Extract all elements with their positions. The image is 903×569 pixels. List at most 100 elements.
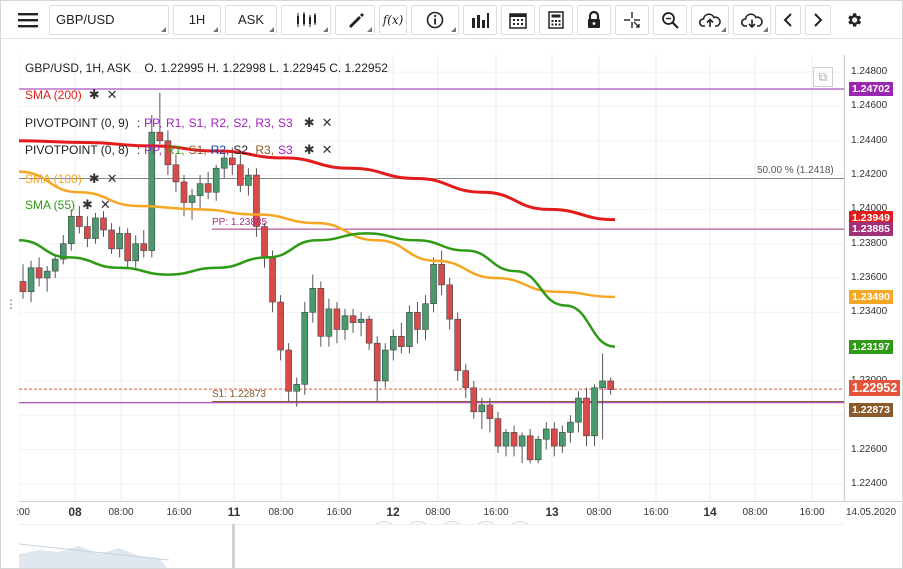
time-axis[interactable]: :00 08 08:00 16:00 11 08:00 16:00 12 08:00 16:00 1… xyxy=(16,501,902,523)
candle-up xyxy=(325,308,333,337)
candle-down xyxy=(373,342,381,382)
price-tick-label: 1.22400 xyxy=(851,477,888,489)
pivot8-item: R1, xyxy=(165,143,185,157)
dropdown-corner-icon xyxy=(161,26,166,32)
legend-pivot-8[interactable]: PIVOTPOINT (0, 8) : PP, R1, S1, R2, S2, R3, S3 … xyxy=(25,142,333,158)
candle-up xyxy=(301,312,309,385)
time-tick-label: 16:00 xyxy=(483,507,509,518)
gear-icon[interactable]: ✱ xyxy=(303,115,315,130)
pivot8-item: : xyxy=(136,143,141,157)
hamburger-icon[interactable] xyxy=(11,4,45,35)
candle-down xyxy=(76,215,83,227)
cloud-upload-button[interactable] xyxy=(691,4,729,35)
scroll-right-button[interactable] xyxy=(805,4,831,35)
expand-chart-button[interactable]: ⧉ xyxy=(813,67,833,87)
crosshair-icon xyxy=(624,11,640,28)
cloud-download-button[interactable] xyxy=(733,4,771,35)
lock-button[interactable] xyxy=(577,4,611,35)
toolbar: GBP/USD 1H ASK f(x) xyxy=(1,1,902,39)
day-tick-label: 08 xyxy=(68,505,82,519)
close-icon[interactable]: ✕ xyxy=(99,197,111,212)
legend-sma-100[interactable]: SMA (100) ✱ ✕ xyxy=(25,171,118,187)
settings-button[interactable] xyxy=(837,4,871,35)
price-badge: 1.24702 xyxy=(849,81,893,96)
gear-icon[interactable]: ✱ xyxy=(88,171,100,186)
pivot8-item: R3, xyxy=(255,143,275,157)
candle-down xyxy=(550,428,558,447)
candle-up xyxy=(51,258,59,272)
pivot-series-list: : PP, R1, S1, R2, S2, R3, S3 xyxy=(137,143,297,157)
gear-icon[interactable]: ✱ xyxy=(303,142,315,157)
legend-pivot-9[interactable]: PIVOTPOINT (0, 9) : PP, R1, S1, R2, S2, R3, S3 … xyxy=(25,115,333,131)
chart-canvas[interactable] xyxy=(19,55,844,501)
close-icon[interactable]: ✕ xyxy=(321,115,333,130)
timeframe-selector[interactable]: 1H xyxy=(173,4,221,35)
price-badge: 1.22952 xyxy=(849,380,901,397)
price-tick-label: 1.23400 xyxy=(851,306,888,318)
candle-down xyxy=(583,397,590,437)
price-badge: 1.23949 xyxy=(849,211,893,226)
time-tick-label: 08:00 xyxy=(425,507,451,518)
candle-down xyxy=(108,229,115,250)
gear-icon[interactable]: ✱ xyxy=(82,197,93,212)
info-button[interactable] xyxy=(411,4,459,35)
day-tick-label: 12 xyxy=(386,505,400,519)
scroll-left-button[interactable] xyxy=(775,4,801,35)
candle-down xyxy=(269,257,276,303)
candle-down xyxy=(470,387,478,413)
legend-sma-55[interactable]: SMA (55) ✱ ✕ xyxy=(25,197,111,213)
calendar-button[interactable] xyxy=(501,4,535,35)
fib-level-label: 50.00 % (1.2418) xyxy=(757,165,834,176)
candle-down xyxy=(84,226,91,239)
calendar-icon xyxy=(509,12,527,29)
dropdown-corner-icon xyxy=(367,26,372,32)
candle-up xyxy=(357,318,365,323)
legend-label: PIVOTPOINT (0, 8) xyxy=(25,143,129,157)
pivot9-item: R2, xyxy=(210,116,230,130)
candle-up xyxy=(67,215,75,244)
close-icon[interactable]: ✕ xyxy=(106,87,118,102)
price-type-selector[interactable]: ASK xyxy=(225,4,277,35)
candle-down xyxy=(35,267,43,279)
candles-button[interactable] xyxy=(281,4,331,35)
navigator-canvas[interactable] xyxy=(18,523,844,569)
time-tick-label: 16:00 xyxy=(166,507,192,518)
legend-sma-200[interactable]: SMA (200) ✱ ✕ xyxy=(25,87,118,103)
candle-down xyxy=(414,312,421,330)
function-icon: f(x) xyxy=(382,12,404,27)
zoom-button[interactable] xyxy=(653,4,687,35)
calculator-button[interactable] xyxy=(539,4,573,35)
pivot8-item: R2, xyxy=(210,143,230,157)
price-axis[interactable]: 1.24800 1.24600 1.24400 1.24200 1.24000 1.238… xyxy=(844,55,902,501)
candle-down xyxy=(277,301,284,351)
close-icon[interactable]: ✕ xyxy=(106,171,118,186)
resize-handle[interactable]: ⋮ xyxy=(5,297,17,311)
crosshair-button[interactable] xyxy=(615,4,649,35)
bar-chart-button[interactable] xyxy=(463,4,497,35)
candle-down xyxy=(156,131,164,142)
candle-down xyxy=(398,336,405,347)
time-tick-label: 08:00 xyxy=(108,507,134,518)
candle-up xyxy=(406,312,413,347)
gear-icon[interactable]: ✱ xyxy=(88,87,100,102)
time-tick-label: 08:00 xyxy=(742,507,768,518)
close-icon[interactable]: ✕ xyxy=(321,142,333,157)
candle-down xyxy=(172,164,180,183)
candle-up xyxy=(92,217,99,239)
chevron-right-icon xyxy=(814,12,823,27)
function-button[interactable]: f(x) xyxy=(379,4,407,35)
symbol-label: GBP/USD xyxy=(56,12,115,27)
price-chart[interactable]: GBP/USD, 1H, ASK O. 1.22995 H. 1.22998 L… xyxy=(19,55,844,547)
candle-up xyxy=(542,428,550,440)
symbol-selector[interactable]: GBP/USD xyxy=(49,4,169,35)
candle-down xyxy=(333,308,341,330)
dropdown-corner-icon xyxy=(451,26,456,32)
price-badge: 1.23490 xyxy=(849,289,893,304)
price-badge: 1.23885 xyxy=(849,222,893,237)
candle-up xyxy=(534,438,542,461)
timeline-navigator[interactable] xyxy=(18,523,844,569)
pivot9-item: S3 xyxy=(278,116,293,130)
candle-down xyxy=(253,174,260,227)
draw-button[interactable] xyxy=(335,4,375,35)
